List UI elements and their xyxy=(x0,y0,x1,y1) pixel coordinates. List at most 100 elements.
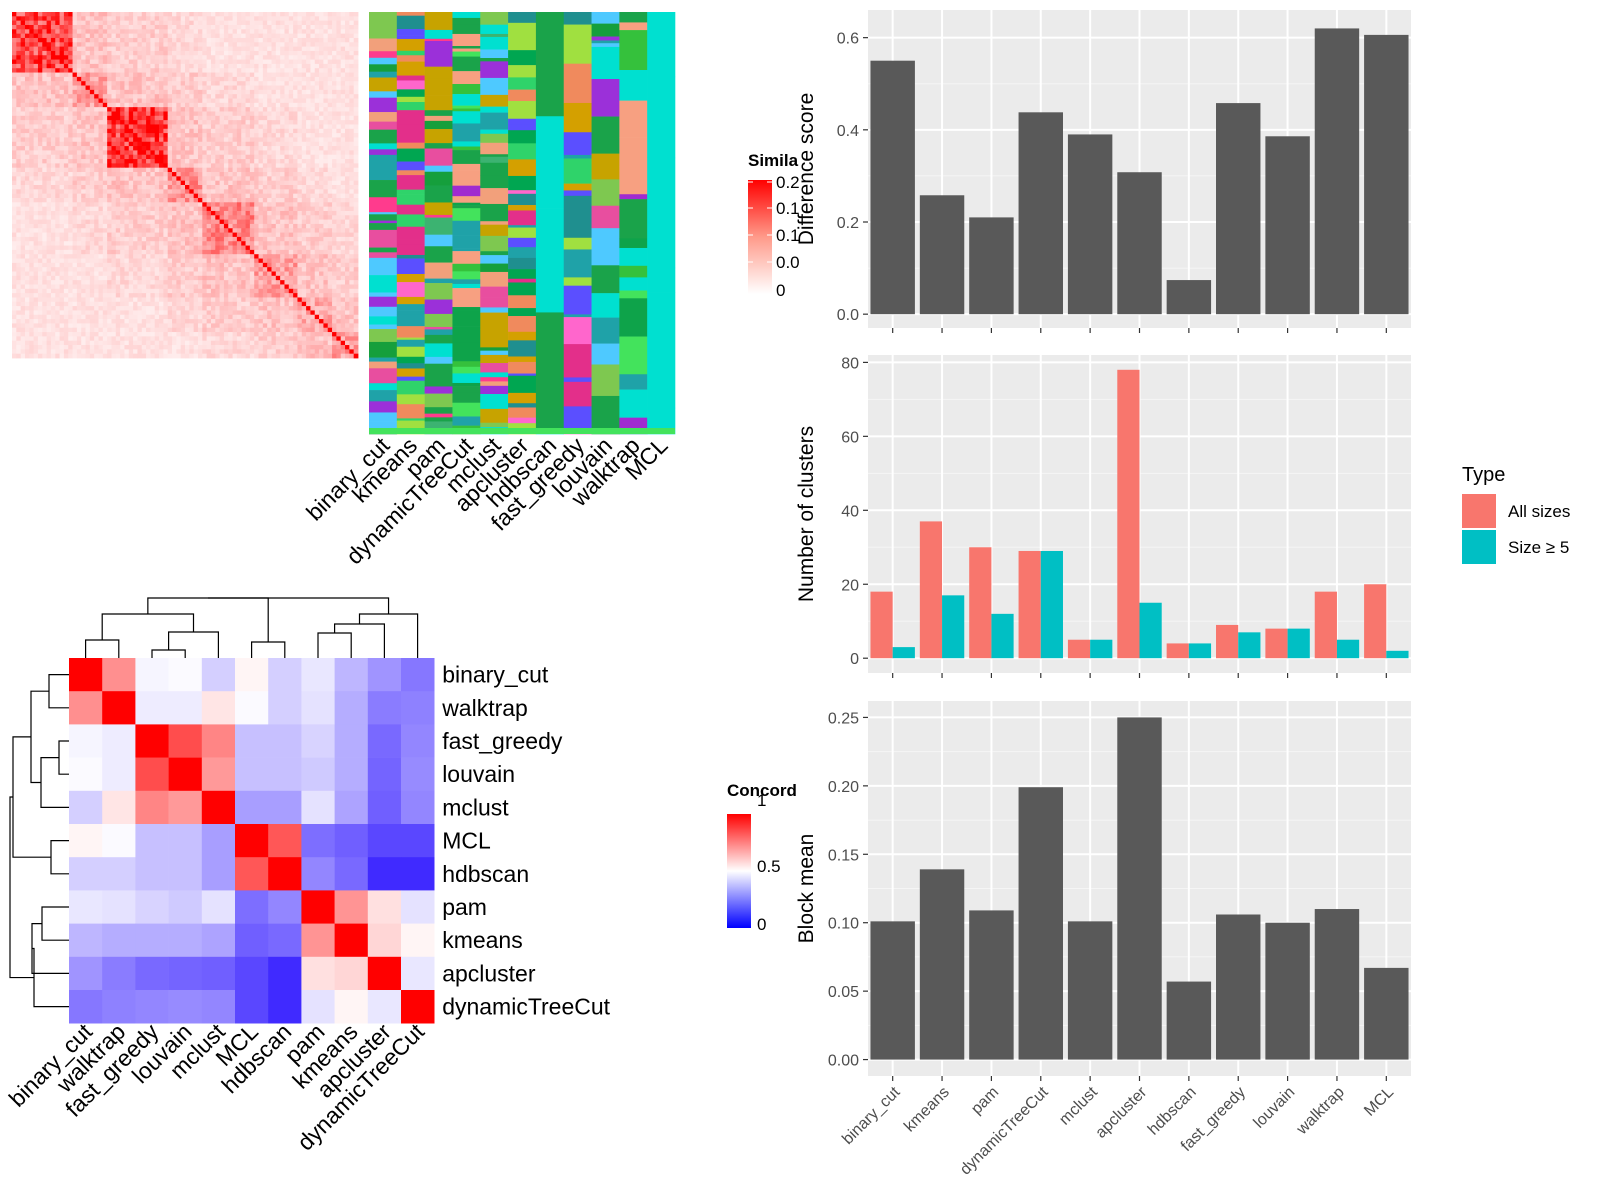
similarity-cell xyxy=(197,89,203,95)
similarity-cell xyxy=(94,159,99,164)
similarity-cell xyxy=(98,146,104,151)
similarity-cell xyxy=(340,219,346,225)
similarity-cell xyxy=(55,228,60,233)
similarity-cell xyxy=(172,185,177,190)
similarity-cell xyxy=(280,98,285,104)
similarity-cell xyxy=(219,29,225,35)
similarity-cell xyxy=(353,189,359,195)
similarity-cell xyxy=(310,120,316,125)
similarity-cell xyxy=(115,280,121,285)
similarity-cell xyxy=(236,24,242,30)
similarity-cell xyxy=(167,280,173,285)
similarity-cell xyxy=(50,20,56,26)
similarity-cell xyxy=(236,137,242,143)
similarity-cell xyxy=(249,223,255,229)
similarity-cell xyxy=(81,85,86,91)
similarity-cell xyxy=(319,275,324,281)
similarity-cell xyxy=(340,271,346,277)
similarity-cell xyxy=(16,150,22,156)
similarity-cell xyxy=(68,59,73,65)
similarity-cell xyxy=(85,33,91,39)
similarity-cell xyxy=(154,189,160,195)
similarity-cell xyxy=(180,141,186,147)
similarity-cell xyxy=(327,202,333,208)
similarity-cell xyxy=(85,258,91,264)
similarity-cell xyxy=(258,228,264,233)
similarity-cell xyxy=(159,223,164,229)
similarity-cell xyxy=(172,107,177,112)
similarity-cell xyxy=(37,172,43,177)
similarity-cell xyxy=(223,236,229,242)
similarity-cell xyxy=(24,236,30,242)
similarity-cell xyxy=(94,275,99,281)
similarity-cell xyxy=(150,241,156,246)
similarity-cell xyxy=(293,111,298,117)
similarity-cell xyxy=(159,167,164,173)
similarity-cell xyxy=(141,275,147,281)
similarity-cell xyxy=(288,128,294,134)
similarity-cell xyxy=(332,24,337,30)
similarity-cell xyxy=(176,50,182,56)
similarity-cell xyxy=(24,280,30,285)
similarity-cell xyxy=(107,81,112,86)
similarity-cell xyxy=(236,37,242,43)
similarity-cell xyxy=(94,210,99,216)
similarity-cell xyxy=(258,245,264,251)
similarity-cell xyxy=(327,46,333,52)
similarity-cell xyxy=(219,37,225,43)
similarity-cell xyxy=(141,228,147,233)
similarity-cell xyxy=(185,254,190,259)
similarity-cell xyxy=(293,249,298,255)
similarity-cell xyxy=(159,102,164,108)
similarity-cell xyxy=(293,133,298,138)
similarity-cell xyxy=(301,55,307,60)
similarity-cell xyxy=(133,81,138,86)
similarity-cell xyxy=(297,202,303,208)
similarity-cell xyxy=(42,275,48,281)
similarity-cell xyxy=(193,46,199,52)
similarity-cell xyxy=(33,46,39,52)
similarity-cell xyxy=(176,98,182,104)
similarity-cell xyxy=(137,20,143,26)
similarity-cell xyxy=(37,236,43,242)
similarity-cell xyxy=(16,133,22,138)
similarity-cell xyxy=(280,154,285,160)
similarity-cell xyxy=(89,98,95,104)
similarity-cell xyxy=(59,163,65,169)
similarity-cell xyxy=(202,249,208,255)
similarity-cell xyxy=(42,111,48,117)
similarity-cell xyxy=(219,102,225,108)
similarity-cell xyxy=(280,111,285,117)
similarity-cell xyxy=(150,89,156,95)
similarity-cell xyxy=(115,81,121,86)
similarity-cell xyxy=(249,102,255,108)
similarity-cell xyxy=(150,85,156,91)
similarity-cell xyxy=(323,172,329,177)
similarity-cell xyxy=(340,232,346,238)
similarity-cell xyxy=(306,176,311,182)
similarity-cell xyxy=(323,275,329,281)
similarity-cell xyxy=(327,141,333,147)
similarity-cell xyxy=(258,76,264,82)
similarity-cell xyxy=(72,197,78,203)
similarity-cell xyxy=(245,89,251,95)
similarity-cell xyxy=(189,20,195,26)
similarity-cell xyxy=(349,50,355,56)
similarity-cell xyxy=(267,254,272,259)
similarity-cell xyxy=(167,72,173,78)
similarity-cell xyxy=(76,120,82,125)
similarity-cell xyxy=(202,107,208,112)
similarity-cell xyxy=(85,89,91,95)
similarity-cell xyxy=(340,115,346,121)
similarity-cell xyxy=(46,128,52,134)
similarity-cell xyxy=(120,176,125,182)
similarity-cell xyxy=(20,262,26,268)
similarity-cell xyxy=(111,68,117,73)
similarity-cell xyxy=(197,102,203,108)
similarity-cell xyxy=(245,37,251,43)
similarity-cell xyxy=(353,20,359,26)
similarity-cell xyxy=(353,81,359,86)
similarity-cell xyxy=(167,55,173,60)
similarity-cell xyxy=(16,16,22,22)
similarity-cell xyxy=(223,102,229,108)
